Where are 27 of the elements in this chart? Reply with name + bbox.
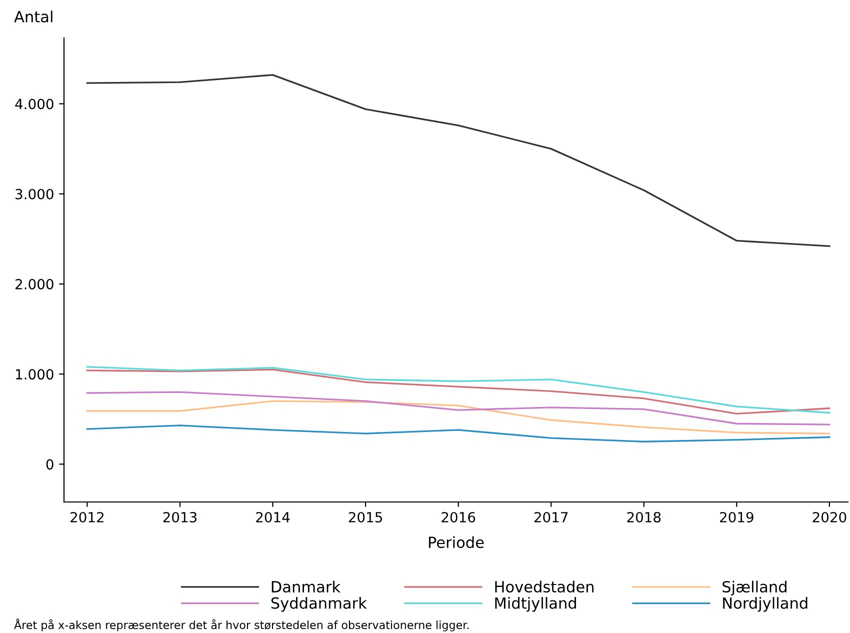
legend-label: Midtjylland xyxy=(495,597,576,612)
x-axis-title: Periode xyxy=(428,536,484,548)
y-tick-label: 1.000 xyxy=(16,369,54,380)
text: Året på x-aksen repræsenterer det år hvor størstedelen af observationerne ligger. xyxy=(14,618,469,632)
legend-label: Syddanmark xyxy=(271,597,367,612)
line-series xyxy=(86,424,830,442)
x-tick-label: 2020 xyxy=(812,512,846,522)
x-tick-label: 2017 xyxy=(534,512,568,522)
x-tick-label: 2018 xyxy=(627,512,661,522)
legend-label: Danmark xyxy=(272,580,341,593)
line-series xyxy=(86,400,830,434)
legend-label: Sjælland xyxy=(722,580,786,596)
y-tick-label: 4.000 xyxy=(15,98,54,110)
line-series xyxy=(86,74,830,247)
legend-label: Nordjylland xyxy=(723,597,808,612)
x-tick-label: 2019 xyxy=(720,512,754,522)
x-tick-label: 2016 xyxy=(442,512,476,522)
y-axis-title: Antal xyxy=(14,10,52,22)
x-tick-label: 2014 xyxy=(256,512,290,522)
y-tick-label: 2.000 xyxy=(16,278,54,290)
x-tick-label: 2015 xyxy=(348,512,382,522)
line-series xyxy=(86,391,830,426)
y-tick-label: 0 xyxy=(46,459,54,470)
legend-label: Hovedstaden xyxy=(495,580,594,593)
y-tick-label: 3.000 xyxy=(16,188,54,200)
x-tick-label: 2012 xyxy=(70,512,104,522)
x-tick-label: 2013 xyxy=(163,512,197,522)
